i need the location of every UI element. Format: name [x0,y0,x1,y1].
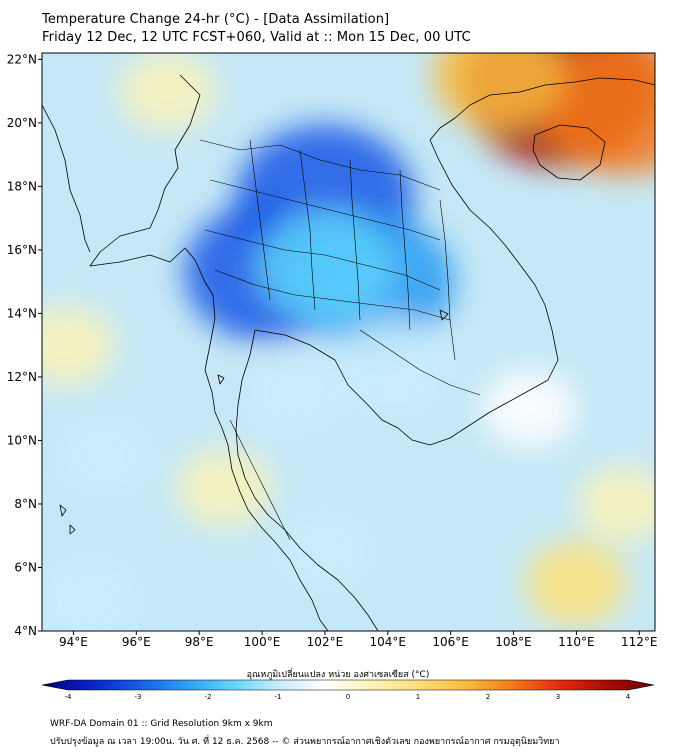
anomaly-warm-gulf-tonkin [541,53,655,176]
lon-tick-label: 108°E [495,635,532,649]
anomaly-warm-se-sea [577,465,655,542]
lat-tick-label: 4°N [14,624,37,638]
anomaly-cool-south [273,508,377,595]
anomaly-warm-southeast [525,540,628,627]
coastline-myanmar-west [42,104,91,253]
province-borders [199,139,481,541]
coastline-islands [59,309,449,535]
lon-tick-label: 112°E [621,635,658,649]
colorbar-tick-label: 3 [556,693,560,700]
lat-tick-label: 18°N [7,179,37,193]
lat-tick-label: 6°N [14,560,37,574]
lon-tick-label: 96°E [122,635,151,649]
anomaly-cool-cambodia [335,318,454,417]
footer-domain-info: WRF-DA Domain 01 :: Grid Resolution 9km … [50,719,273,729]
anomaly-warm-myanmar-coast [42,305,115,385]
anomaly-cool-west-sea [53,413,157,500]
lat-tick-label: 16°N [7,243,37,257]
chart-title: Temperature Change 24-hr (°C) - [Data As… [42,12,390,27]
lon-tick-label: 106°E [432,635,469,649]
colorbar-label: อุณหภูมิเปลี่ยนแปลง หน่วย องศาเซลเซียส (… [246,670,430,680]
anomaly-warm-myanmar-north [120,53,216,131]
lat-tick-label: 20°N [7,116,37,130]
chart-subtitle: Friday 12 Dec, 12 UTC FCST+060, Valid at… [42,30,471,45]
anomaly-cool-sw [42,553,145,631]
lon-tick-label: 104°E [370,635,407,649]
lat-tick-label: 8°N [14,497,37,511]
plot-frame [41,52,656,632]
colorbar [41,679,655,691]
lon-tick-label: 110°E [558,635,595,649]
colorbar-tick-label: 4 [626,693,631,700]
lon-tick-label: 98°E [185,635,214,649]
lon-tick-label: 100°E [244,635,281,649]
lat-tick-label: 10°N [7,433,37,447]
colorbar-tick-label: -4 [65,693,73,700]
anomaly-cool-east-sea [481,369,577,449]
lat-tick-label: 12°N [7,370,37,384]
colorbar-tick-label: -1 [275,693,282,700]
colorbar-tick-label: 2 [486,693,490,700]
colorbar-tick-label: 1 [416,693,420,700]
coastline-mainland [89,74,329,631]
lat-tick-label: 22°N [7,52,37,66]
anomaly-warm-peninsula [176,448,272,528]
footer-update-info: ปรับปรุงข้อมูล ณ เวลา 19:00น. วัน ศ. ที่… [50,737,560,747]
anomaly-cold-region [258,210,392,322]
coastline-gulf [254,77,655,446]
coastline-hainan [532,124,606,181]
coastline-peninsula-east [235,329,379,631]
lon-tick-label: 102°E [307,635,344,649]
lon-tick-label: 94°E [59,635,88,649]
colorbar-tick-label: -3 [135,693,142,700]
anomaly-warm-south-china [433,53,563,130]
anomaly-cool-gulf [240,348,347,438]
colorbar-tick-label: 0 [346,693,350,700]
colorbar-tick-label: -2 [205,693,212,700]
forecast-map: 94°E 96°E 98°E 100°E 102°E 104°E 106°E 108°E 110… [7,52,658,700]
lat-tick-label: 14°N [7,306,37,320]
